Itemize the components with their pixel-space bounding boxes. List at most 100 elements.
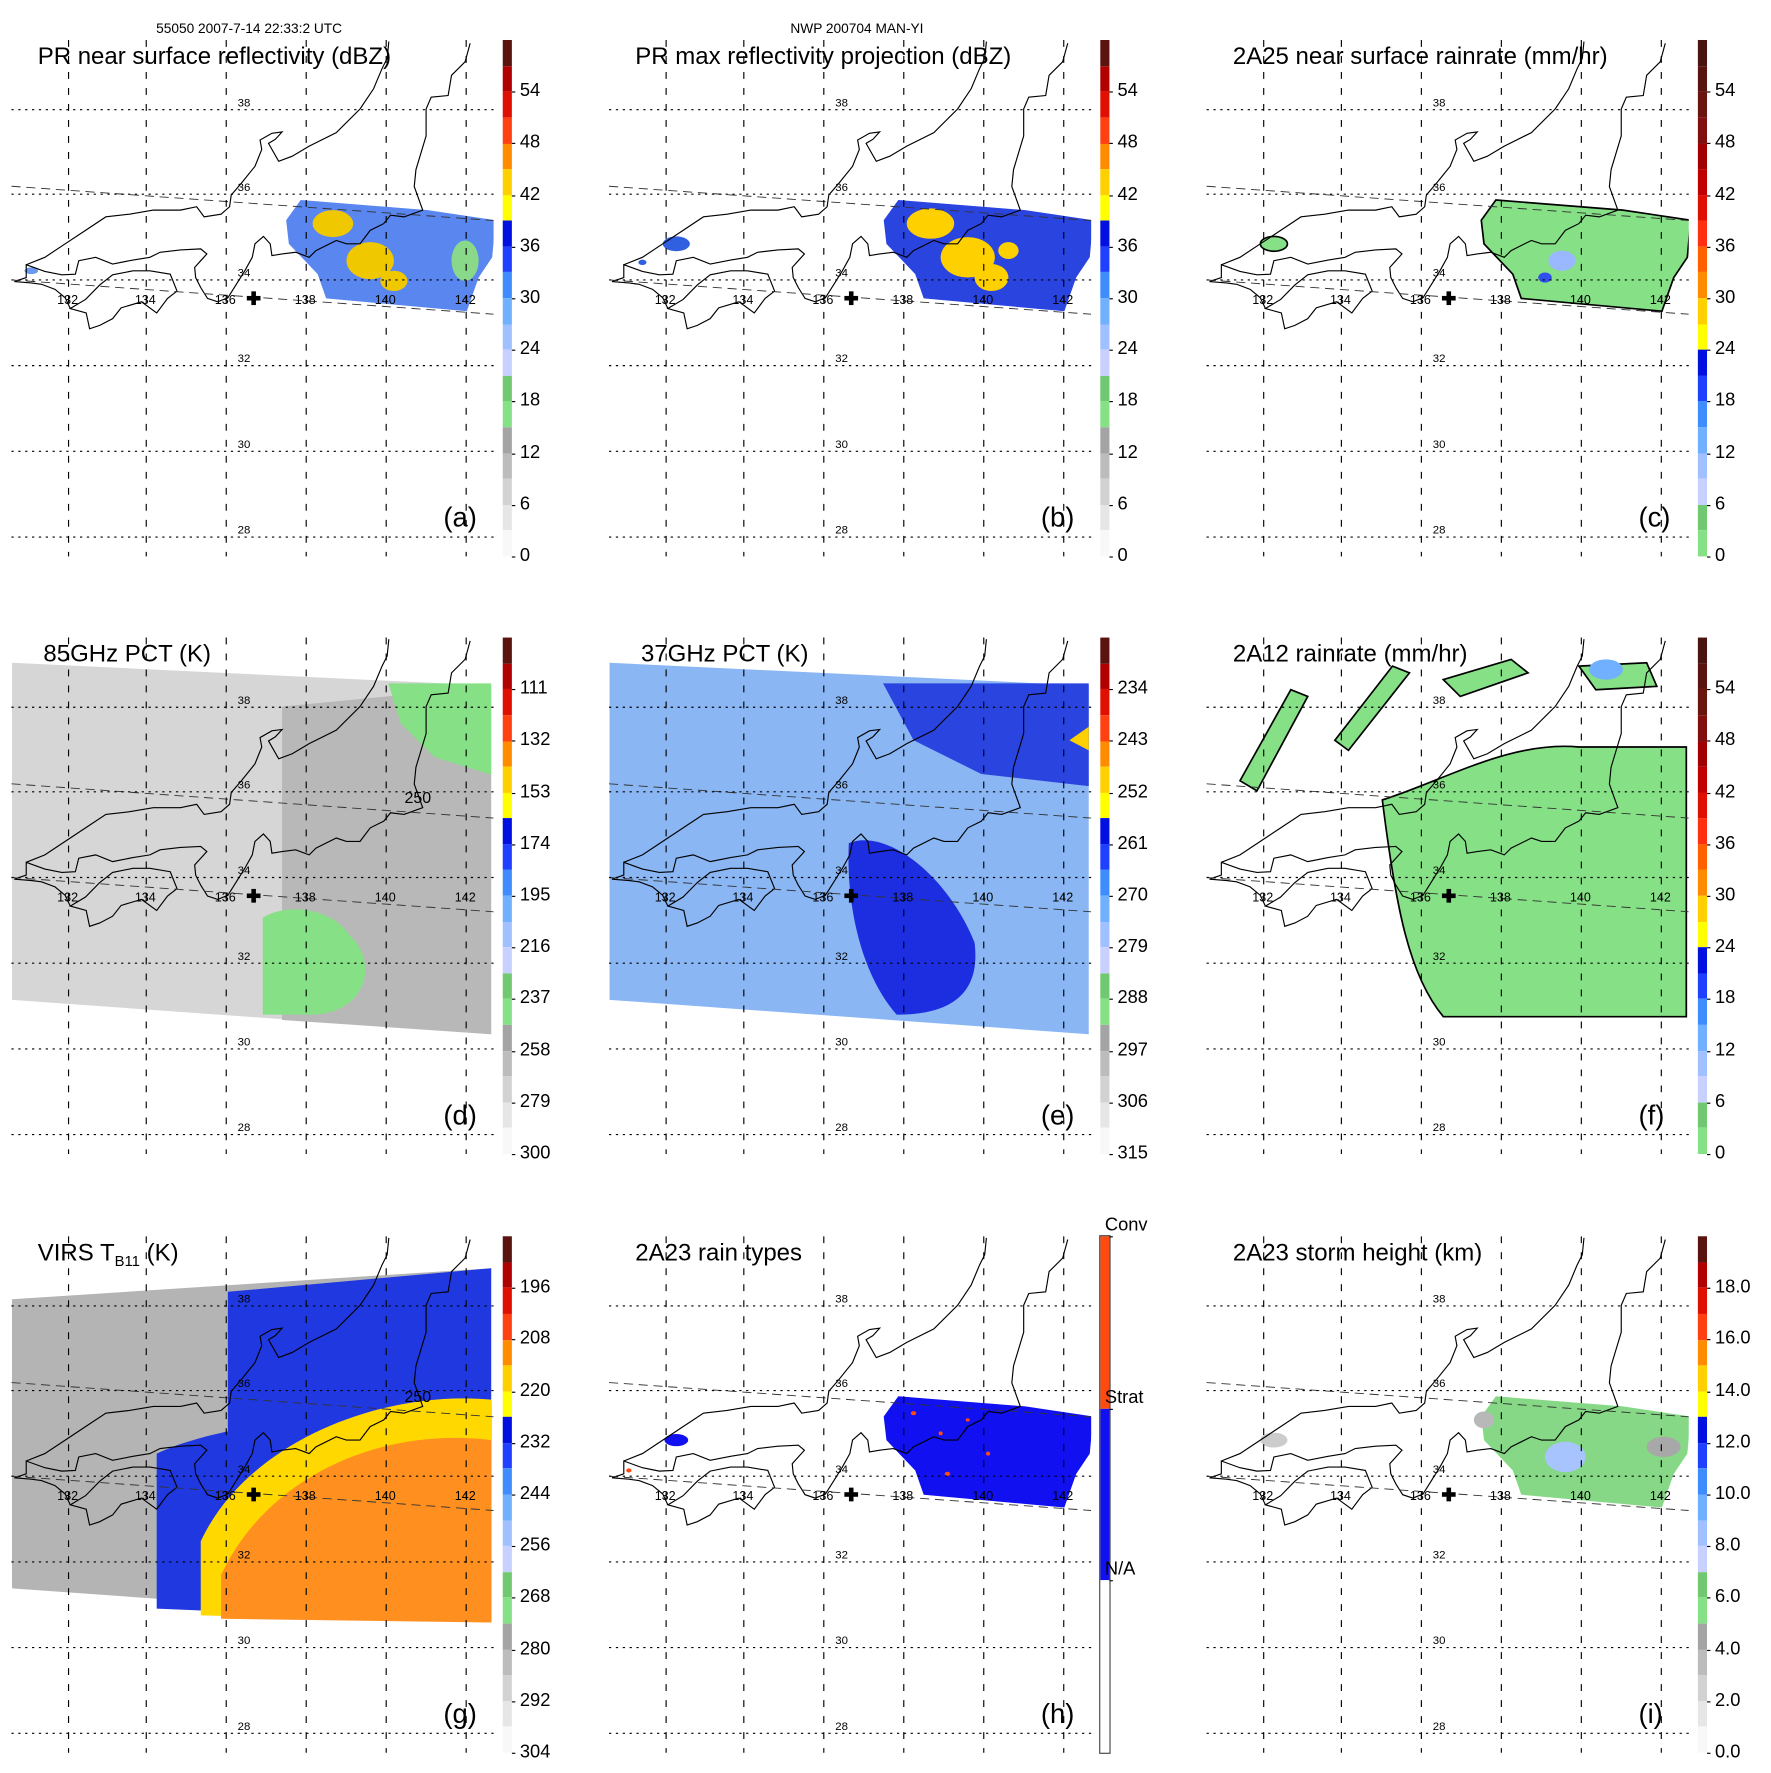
colorbar-tick: [511, 246, 516, 248]
longitude-label: 142: [1052, 890, 1073, 904]
panel-letter: (h): [1040, 1699, 1075, 1730]
coastline: [14, 1239, 471, 1499]
longitude-label: 136: [1410, 890, 1431, 904]
colorbar-segment: [1100, 143, 1110, 170]
colorbar-tick: [1707, 1102, 1711, 1104]
longitude-label: 132: [655, 1489, 676, 1503]
colorbar-tick-label: 12: [1715, 1040, 1736, 1060]
colorbar-segment: [1697, 870, 1708, 896]
coastline: [611, 43, 1069, 303]
colorbar-segment: [1697, 1076, 1708, 1103]
colorbar-segment: [1100, 792, 1110, 819]
colorbar-tick-label: 12.0: [1715, 1432, 1751, 1452]
colorbar-tick: [1109, 792, 1113, 794]
colorbar-segment: [502, 1236, 512, 1263]
colorbar-segment: [1697, 375, 1708, 402]
colorbar-tick-label: 42: [1715, 782, 1736, 802]
latitude-label: 36: [835, 1378, 848, 1390]
colorbar-tick: [1109, 298, 1113, 300]
colorbar-tick: [511, 453, 516, 455]
title-main: VIRS T: [37, 1239, 115, 1266]
colorbar-segment: [1697, 530, 1708, 557]
panel-letter: (f): [1638, 1100, 1665, 1132]
colorbar-tick: [511, 143, 516, 145]
longitude-label: 134: [135, 890, 156, 904]
colorbar-tick-label: 48: [1715, 730, 1736, 750]
longitude-label: 140: [375, 293, 396, 307]
pct-field-cold: [883, 683, 1089, 787]
colorbar-segment: [1697, 1597, 1708, 1624]
tb-cold-core: [221, 1437, 492, 1623]
colorbar-tick-label: 280: [519, 1639, 551, 1659]
longitude-label: 134: [732, 890, 753, 904]
colorbar-segment: [502, 427, 512, 454]
latitude-label: 28: [1433, 525, 1446, 537]
colorbar-tick-label: 18: [1715, 988, 1736, 1009]
colorbar-segment: [502, 1494, 512, 1521]
colorbar-tick-label: Conv: [1104, 1215, 1148, 1236]
longitude-label: 136: [812, 293, 833, 307]
rain-region: [1381, 745, 1688, 1018]
latitude-label: 28: [835, 525, 848, 537]
colorbar-segment: [502, 40, 512, 66]
convective-pixel: [944, 1471, 951, 1476]
colorbar-tick: [511, 1154, 516, 1156]
colorbar-tick: [1707, 947, 1711, 949]
colorbar-segment: [502, 1726, 512, 1753]
colorbar-segment: [1697, 740, 1708, 767]
colorbar-tick-label: 54: [1715, 81, 1736, 101]
colorbar-tick: [1109, 246, 1113, 248]
colorbar: [502, 637, 512, 1155]
latitude-label: 36: [835, 779, 848, 791]
longitude-label: 140: [972, 293, 993, 307]
coastline: [14, 640, 471, 900]
colorbar-tick: [511, 349, 516, 351]
latitude-label: 38: [1433, 695, 1446, 707]
colorbar-tick: [511, 401, 516, 403]
longitude-label: 140: [1570, 293, 1591, 307]
colorbar-segment: [1100, 246, 1110, 273]
colorbar-segment: [502, 324, 512, 350]
panel-d: 38 36 34 32 30 28 132 134 136 138 140 142 250 85GHz P…: [0, 637, 594, 1175]
latitude-label: 36: [238, 182, 251, 194]
swath-edge-line: [11, 185, 494, 221]
colorbar-segment: [1697, 947, 1708, 974]
colorbar-tick-label: 261: [1117, 833, 1148, 854]
latitude-label: 36: [835, 182, 848, 194]
colorbar-segment: [502, 298, 512, 325]
colorbar-segment: [502, 921, 512, 948]
colorbar-segment: [502, 91, 512, 118]
panel-letter: (c): [1638, 502, 1671, 534]
colorbar-tick-label: Strat: [1104, 1387, 1144, 1408]
colorbar-segment: [1697, 65, 1708, 92]
longitude-label: 132: [1252, 890, 1273, 904]
title-sub: B11: [114, 1252, 140, 1270]
colorbar-tick: [511, 792, 516, 794]
colorbar-tick-label: 270: [1117, 885, 1148, 905]
colorbar-segment: [1697, 1262, 1708, 1289]
rain-band: [1238, 688, 1309, 793]
longitude-label: 138: [1490, 293, 1511, 307]
rain-band: [1441, 658, 1530, 698]
latitude-label: 36: [238, 779, 251, 791]
colorbar-tick-label: 243: [1117, 730, 1148, 750]
colorbar-tick-label: 216: [519, 937, 551, 957]
colorbar-segment: [1100, 1076, 1110, 1103]
colorbar-segment: [1697, 220, 1708, 247]
colorbar-segment: [502, 1572, 512, 1598]
colorbar-tick-label: 268: [519, 1587, 551, 1607]
colorbar-segment: [502, 947, 512, 974]
colorbar-segment: [1697, 1050, 1708, 1077]
colorbar-tick-label: 24: [519, 339, 541, 359]
longitude-label: 132: [1252, 1489, 1273, 1503]
coastline: [623, 639, 987, 863]
rain-swath: [1481, 1396, 1689, 1508]
colorbar-tick: [511, 1050, 516, 1052]
swath-edge-line: [608, 783, 1092, 819]
colorbar-tick: [1109, 947, 1113, 949]
storm-center-cross-icon: [1441, 888, 1456, 903]
coastline: [26, 639, 390, 863]
colorbar-segment: [502, 195, 512, 221]
coastline: [611, 878, 669, 907]
longitude-label: 136: [812, 1489, 833, 1503]
